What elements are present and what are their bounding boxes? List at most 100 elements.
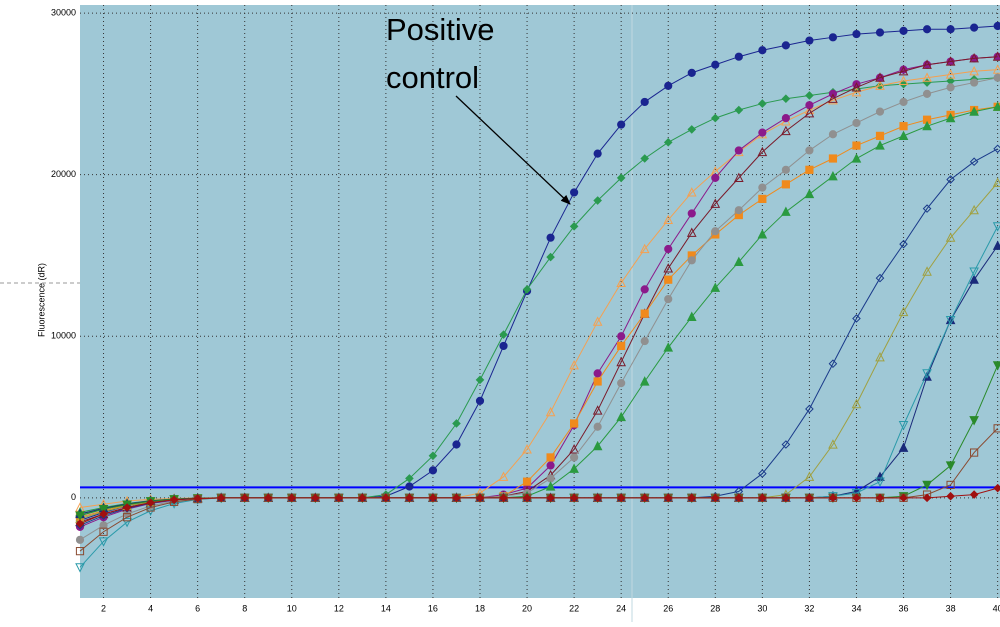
data-point [969,204,979,215]
data-point [663,263,674,273]
data-point [686,187,697,197]
data-point [805,493,814,503]
data-point [616,356,626,367]
data-point [593,369,602,378]
data-point [710,198,721,208]
data-point [922,89,932,98]
data-point [122,513,132,522]
data-point [522,285,532,294]
data-point [310,493,320,503]
data-point [99,521,108,530]
data-point [852,141,861,150]
data-point [805,91,814,100]
data-point [169,495,179,505]
data-point [758,46,767,55]
data-point [640,285,649,294]
data-point [875,273,885,283]
data-point [428,466,438,475]
data-point [710,493,720,503]
data-point [946,491,955,501]
data-point [993,424,1000,433]
data-point [428,451,438,461]
data-point [663,138,673,147]
data-point [569,222,579,231]
data-point [687,209,696,218]
data-point [593,422,602,431]
data-point [616,493,626,503]
data-point [828,130,838,139]
data-point [475,493,485,503]
data-point [381,493,391,503]
data-point [664,275,673,284]
data-point [663,342,674,352]
data-point [498,471,509,481]
data-point [828,154,838,163]
data-point [593,377,602,386]
data-point [546,233,555,242]
data-point [945,315,956,326]
data-point [687,68,696,77]
data-point [758,99,767,108]
data-point [922,480,932,491]
data-point [263,493,273,503]
data-point [805,101,814,110]
data-point [945,56,956,66]
data-point [758,493,767,503]
data-point [852,118,861,128]
data-point [710,113,720,123]
data-point [945,69,956,79]
x-tick-label: 6 [195,603,200,613]
data-point [945,112,956,123]
data-point [875,493,885,503]
data-point [711,60,720,69]
data-point [852,29,861,39]
data-point [946,175,955,184]
data-point [405,482,414,491]
data-point [640,154,650,163]
data-point [993,73,1000,82]
data-point [546,461,555,470]
data-point [758,469,767,478]
data-point [734,206,743,215]
data-point [969,65,979,76]
data-point [640,493,650,503]
data-point [499,330,508,339]
data-point [922,204,932,213]
data-point [781,493,791,503]
data-point [334,493,344,503]
data-point [758,194,767,203]
data-point [452,419,461,428]
annotation-arrow [455,95,571,205]
x-tick-label: 30 [757,603,767,613]
data-point [663,493,673,503]
data-point [452,440,461,449]
data-point [545,406,556,417]
data-point [969,267,979,277]
data-point [922,72,932,82]
data-point [922,493,932,503]
data-point [499,493,508,503]
data-point [75,535,85,544]
data-point [993,483,1000,493]
data-point [146,498,155,507]
data-point [781,125,791,136]
series-line [79,487,998,525]
data-point [522,444,532,454]
data-point [569,360,579,370]
data-point [405,493,414,503]
data-point [617,120,626,129]
x-tick-label: 28 [710,603,720,613]
data-point [216,493,226,503]
data-point [640,336,649,346]
data-point [592,440,603,451]
data-point [569,463,579,473]
data-point [781,206,791,216]
data-point [734,105,744,115]
data-point [781,94,791,104]
data-point [639,376,650,386]
data-point [875,80,885,90]
data-point [475,375,485,385]
data-point [851,488,862,499]
data-point [758,128,767,137]
x-tick-label: 26 [663,603,673,613]
